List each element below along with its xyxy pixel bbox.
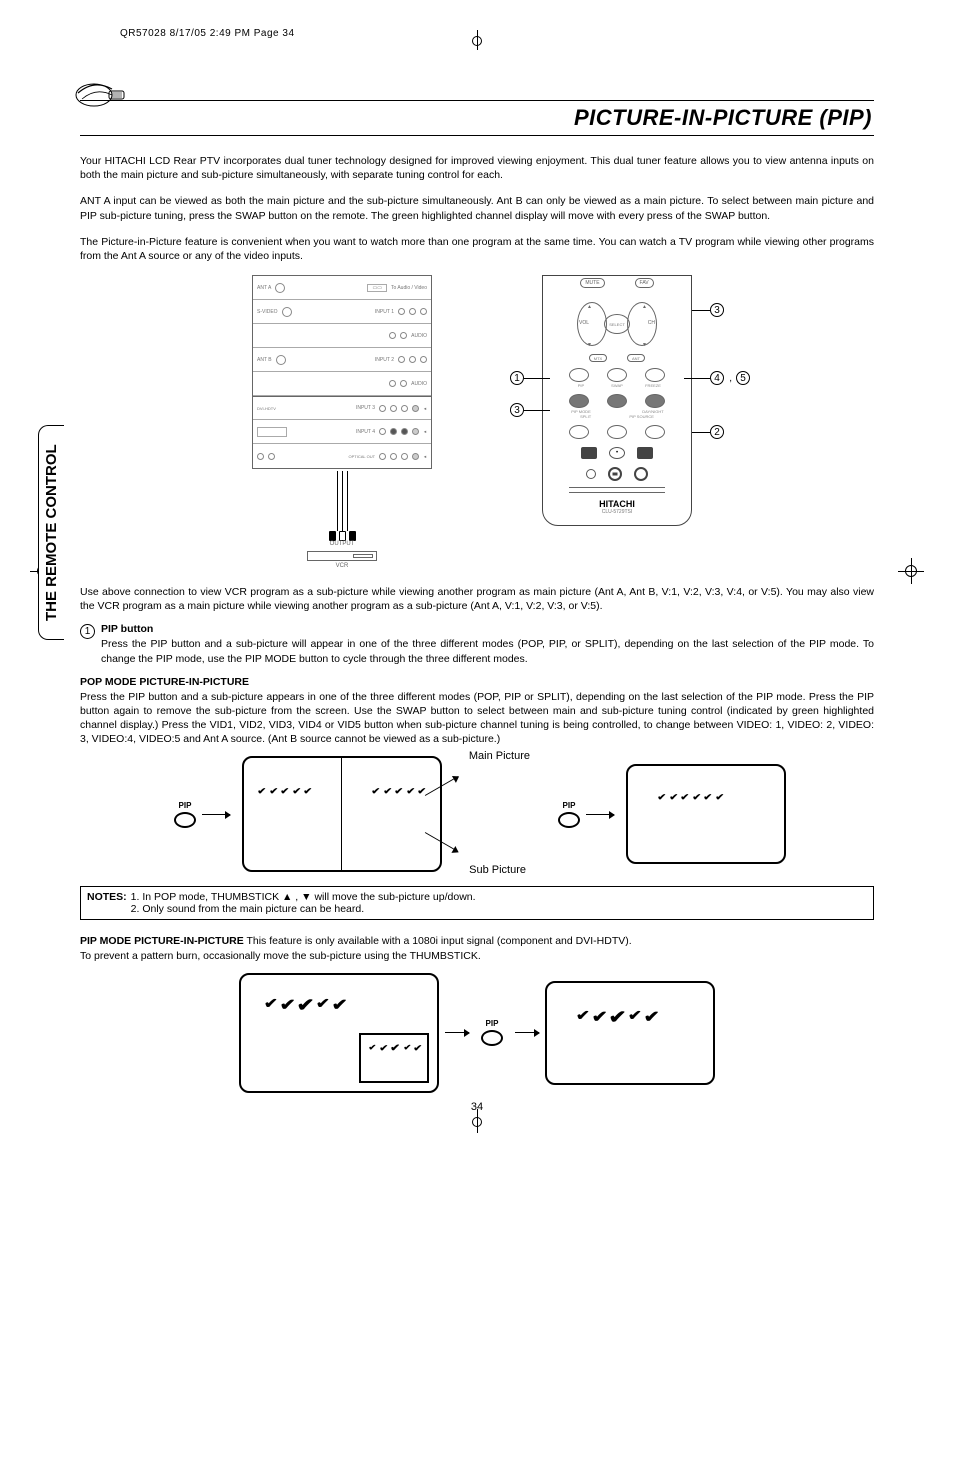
- pip-button-icon-2: [558, 812, 580, 828]
- pip-button-icon: [174, 812, 196, 828]
- vcr-label: VCR: [252, 563, 432, 569]
- title-bar: PICTURE-IN-PICTURE (PIP): [80, 100, 874, 136]
- remote-model: CLU-5729TSI: [543, 509, 691, 515]
- fav-button: FAV: [635, 278, 654, 288]
- crop-mark-bottom: [467, 1109, 487, 1133]
- callout-5: 5: [736, 371, 750, 385]
- pop-mode-body: Press the PIP button and a sub-picture a…: [80, 690, 874, 747]
- pip-button-heading: PIP button: [101, 623, 874, 635]
- page-title: PICTURE-IN-PICTURE (PIP): [574, 105, 872, 131]
- callout-1: 1: [510, 371, 524, 385]
- sub-picture-label: Sub Picture: [469, 864, 526, 876]
- connection-note: Use above connection to view VCR program…: [80, 585, 874, 613]
- callout-2: 2: [710, 425, 724, 439]
- pip-label-2: PIP: [558, 801, 580, 810]
- pop-mode-heading: POP MODE PICTURE-IN-PICTURE: [80, 676, 874, 688]
- crop-mark-top: [467, 30, 487, 50]
- sidebar-tab: THE REMOTE CONTROL: [38, 425, 64, 640]
- pip-mode-lead: This feature is only available with a 10…: [244, 935, 632, 947]
- remote-diagram: MUTE FAV SELECT VOL CH ▲ ▲ ▼: [532, 275, 702, 526]
- pip-mode-heading: PIP MODE PICTURE-IN-PICTURE: [80, 935, 244, 947]
- pip-button-icon-3: [481, 1030, 503, 1046]
- callout-3a: 3: [710, 303, 724, 317]
- cable-icon: [72, 73, 132, 111]
- pop-mode-diagram: PIP ✔✔✔ ✔✔ ✔✔✔ ✔✔ Main Pict: [80, 756, 874, 872]
- pip-mode-line2: To prevent a pattern burn, occasionally …: [80, 950, 481, 962]
- main-picture-label: Main Picture: [469, 750, 530, 762]
- callout-3b: 3: [510, 403, 524, 417]
- callout-4: 4: [710, 371, 724, 385]
- intro-para-1: Your HITACHI LCD Rear PTV incorporates d…: [80, 154, 874, 182]
- output-label: OUTPUT: [252, 541, 432, 547]
- intro-para-2: ANT A input can be viewed as both the ma…: [80, 194, 874, 222]
- remote-brand: HITACHI: [543, 499, 691, 509]
- note-line-1: 1. In POP mode, THUMBSTICK ▲ , ▼ will mo…: [131, 891, 476, 903]
- notes-label: NOTES:: [87, 891, 127, 915]
- pip-mode-diagram: ✔ ✔ ✔ ✔ ✔ ✔✔✔ ✔✔ PIP: [80, 973, 874, 1093]
- connection-diagram: ANT A▭▭To Audio / Video S-VIDEOINPUT 1 A…: [252, 275, 432, 569]
- callout-sep: ,: [729, 373, 732, 384]
- pip-label-3: PIP: [481, 1019, 503, 1028]
- intro-para-3: The Picture-in-Picture feature is conven…: [80, 235, 874, 263]
- step-1-number: 1: [80, 624, 95, 639]
- notes-box: NOTES: 1. In POP mode, THUMBSTICK ▲ , ▼ …: [80, 886, 874, 920]
- note-line-2: 2. Only sound from the main picture can …: [131, 903, 476, 915]
- pip-button-body: Press the PIP button and a sub-picture w…: [101, 637, 874, 665]
- mute-button: MUTE: [580, 278, 604, 288]
- print-meta-header: QR57028 8/17/05 2:49 PM Page 34: [120, 28, 295, 39]
- crop-mark-right: [898, 558, 924, 584]
- pip-label-1: PIP: [174, 801, 196, 810]
